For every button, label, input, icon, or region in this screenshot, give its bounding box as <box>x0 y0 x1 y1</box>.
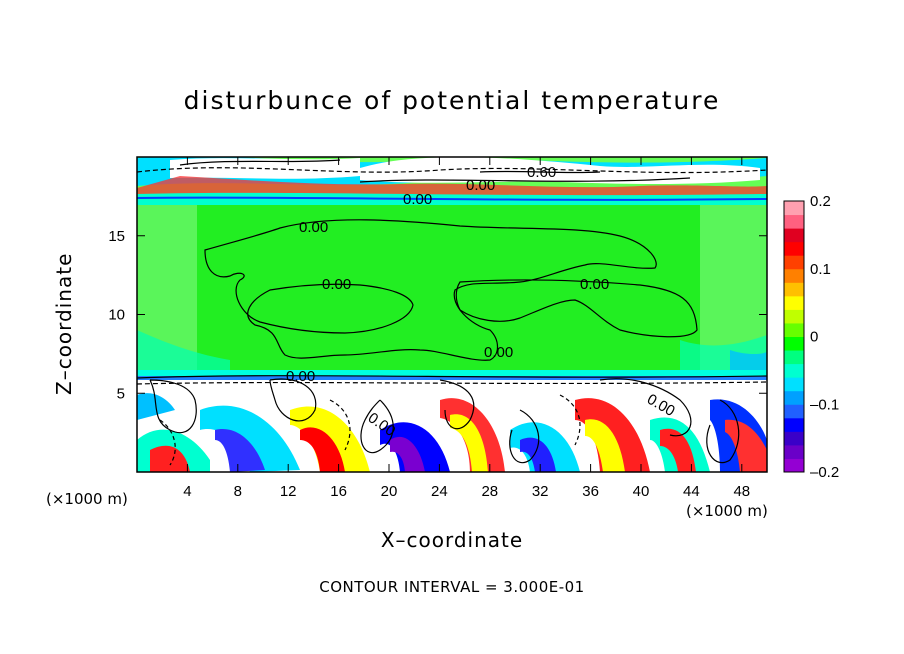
x-tick-label: 4 <box>183 483 191 500</box>
colorbar-swatch <box>784 417 804 432</box>
y-axis-unit: (×1000 m) <box>46 490 128 508</box>
colorbar-tick-label: 0 <box>810 329 818 346</box>
x-tick-label: 40 <box>633 483 650 500</box>
contour-label: 0.00 <box>484 344 513 361</box>
colorbar-swatch <box>784 255 804 270</box>
contour-label: 0.00 <box>466 177 495 194</box>
colorbar-swatch <box>784 309 804 324</box>
colorbar-swatch <box>784 390 804 405</box>
x-tick-label: 36 <box>582 483 599 500</box>
x-tick-label: 12 <box>280 483 297 500</box>
colorbar-swatch <box>784 377 804 392</box>
colorbar-swatch <box>784 322 804 337</box>
x-tick-label: 32 <box>532 483 549 500</box>
colorbar-swatch <box>784 282 804 297</box>
chart-title: disturbunce of potential temperature <box>183 86 721 115</box>
colorbar-tick-labels: 0.2 0.1 0 –0.1 –0.2 <box>810 193 839 481</box>
heatmap-field <box>137 157 767 472</box>
x-tick-label: 28 <box>481 483 498 500</box>
x-axis-tick-labels: 4 8 12 16 20 24 28 32 36 40 44 48 <box>183 483 750 500</box>
y-axis-ticks <box>137 235 767 394</box>
y-tick-label: 10 <box>108 307 125 324</box>
colorbar <box>784 201 804 473</box>
x-tick-label: 8 <box>234 483 242 500</box>
colorbar-swatch <box>784 201 804 216</box>
colorbar-swatch <box>784 404 804 419</box>
colorbar-swatch <box>784 444 804 459</box>
x-tick-label: 44 <box>683 483 700 500</box>
colorbar-frame <box>783 200 805 473</box>
colorbar-swatch <box>784 214 804 229</box>
contour-label: 0.00 <box>286 368 315 385</box>
x-tick-label: 24 <box>431 483 448 500</box>
contour-interval-note: CONTOUR INTERVAL = 3.000E-01 <box>319 578 585 596</box>
contour-lines <box>137 159 767 466</box>
x-axis-unit: (×1000 m) <box>686 502 768 520</box>
x-axis-ticks <box>186 157 743 472</box>
y-tick-label: 5 <box>117 385 125 402</box>
colorbar-swatch <box>784 350 804 365</box>
colorbar-swatch <box>784 336 804 351</box>
colorbar-swatch <box>784 431 804 446</box>
contour-label: 0.60 <box>527 164 556 181</box>
colorbar-tick-label: –0.2 <box>810 464 839 481</box>
x-tick-label: 48 <box>733 483 750 500</box>
colorbar-swatch <box>784 241 804 256</box>
x-tick-label: 16 <box>330 483 347 500</box>
colorbar-swatch <box>784 458 804 473</box>
colorbar-swatch <box>784 363 804 378</box>
x-tick-label: 20 <box>381 483 398 500</box>
colorbar-tick-label: –0.1 <box>810 396 839 413</box>
contour-label: 0.00 <box>580 276 609 293</box>
contour-label: 0.00 <box>403 191 432 208</box>
contour-labels: 0.60 0.00 0.00 0.00 0.00 0.00 0.00 0.00 … <box>286 164 678 440</box>
y-tick-label: 15 <box>108 228 125 245</box>
y-axis-tick-labels: 5 10 15 <box>108 228 125 403</box>
x-axis-label: X–coordinate <box>380 528 524 552</box>
y-axis-label: Z–coordinate <box>52 252 76 395</box>
colorbar-tick-label: 0.1 <box>810 261 831 278</box>
contour-label: 0.00 <box>299 219 328 236</box>
contour-label: 0.00 <box>322 276 351 293</box>
colorbar-swatch <box>784 268 804 283</box>
colorbar-swatch <box>784 228 804 243</box>
colorbar-swatch <box>784 295 804 310</box>
colorbar-tick-label: 0.2 <box>810 193 831 210</box>
